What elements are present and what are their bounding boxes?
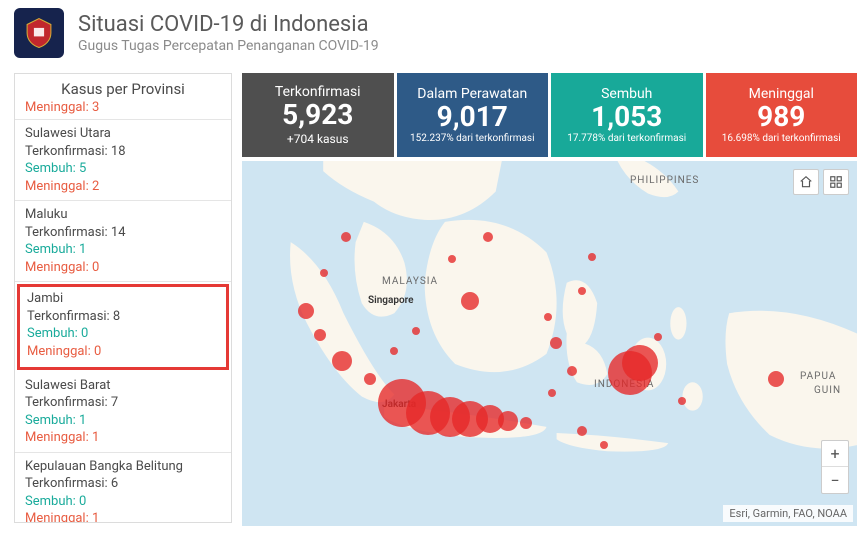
province-confirmed: Terkonfirmasi: 18 bbox=[25, 143, 221, 161]
case-bubble[interactable] bbox=[577, 426, 587, 436]
province-deceased: Meninggal: 0 bbox=[27, 343, 219, 361]
case-bubble[interactable] bbox=[608, 351, 652, 395]
province-recovered: Sembuh: 0 bbox=[27, 325, 219, 343]
case-bubble[interactable] bbox=[332, 351, 352, 371]
province-deceased: Meninggal: 2 bbox=[25, 178, 221, 196]
stat-sub: 17.778% dari terkonfirmasi bbox=[555, 133, 699, 144]
map-attribution: Esri, Garmin, FAO, NOAA bbox=[723, 505, 853, 522]
case-bubble[interactable] bbox=[544, 313, 552, 321]
stat-value: 9,017 bbox=[401, 102, 545, 131]
case-bubble[interactable] bbox=[341, 232, 351, 242]
province-recovered: Sembuh: 0 bbox=[25, 493, 221, 511]
stat-sub: 16.698% dari terkonfirmasi bbox=[710, 133, 854, 144]
province-item[interactable]: Kepulauan Bangka BelitungTerkonfirmasi: … bbox=[15, 453, 231, 523]
stat-value: 989 bbox=[710, 102, 854, 131]
case-bubble[interactable] bbox=[600, 441, 608, 449]
case-bubble[interactable] bbox=[298, 303, 314, 319]
case-bubble[interactable] bbox=[548, 389, 556, 397]
stat-card: Meninggal98916.698% dari terkonfirmasi bbox=[706, 73, 858, 157]
map-container[interactable]: MALAYSIASingaporePHILIPPINESJakartaINDON… bbox=[242, 161, 857, 526]
zoom-out-button[interactable]: − bbox=[822, 467, 848, 493]
province-name: Sulawesi Utara bbox=[25, 125, 221, 143]
map-label: PAPUA bbox=[800, 371, 836, 382]
case-bubble[interactable] bbox=[768, 371, 784, 387]
stat-value: 1,053 bbox=[555, 102, 699, 131]
case-bubble[interactable] bbox=[567, 366, 577, 376]
stat-sub: +704 kasus bbox=[246, 132, 390, 146]
case-bubble[interactable] bbox=[654, 333, 662, 341]
province-confirmed: Terkonfirmasi: 14 bbox=[25, 224, 221, 242]
sidebar-title: Kasus per Provinsi bbox=[15, 74, 231, 100]
province-confirmed: Terkonfirmasi: 7 bbox=[25, 394, 221, 412]
province-name: Jambi bbox=[27, 290, 219, 308]
stat-sub: 152.237% dari terkonfirmasi bbox=[401, 133, 545, 144]
province-item[interactable]: MalukuTerkonfirmasi: 14Sembuh: 1Meningga… bbox=[15, 201, 231, 282]
zoom-controls: + − bbox=[821, 440, 849, 494]
map-controls-top bbox=[793, 169, 849, 195]
map-label: PHILIPPINES bbox=[630, 175, 699, 186]
case-bubble[interactable] bbox=[314, 329, 326, 341]
case-bubble[interactable] bbox=[578, 287, 586, 295]
zoom-in-button[interactable]: + bbox=[822, 441, 848, 467]
province-deceased: Meninggal: 0 bbox=[25, 259, 221, 277]
stat-card: Dalam Perawatan9,017152.237% dari terkon… bbox=[397, 73, 549, 157]
case-bubble[interactable] bbox=[412, 327, 420, 335]
province-confirmed: Terkonfirmasi: 8 bbox=[27, 308, 219, 326]
page-header: Situasi COVID-19 di Indonesia Gugus Tuga… bbox=[0, 0, 865, 69]
case-bubble[interactable] bbox=[390, 347, 398, 355]
stat-card: Terkonfirmasi5,923+704 kasus bbox=[242, 73, 394, 157]
page-subtitle: Gugus Tugas Percepatan Penanganan COVID-… bbox=[78, 38, 379, 54]
province-item[interactable]: Sulawesi BaratTerkonfirmasi: 7Sembuh: 1M… bbox=[15, 372, 231, 453]
province-item[interactable]: JambiTerkonfirmasi: 8Sembuh: 0Meninggal:… bbox=[17, 284, 229, 369]
province-list[interactable]: Sulawesi UtaraTerkonfirmasi: 18Sembuh: 5… bbox=[15, 120, 231, 523]
map-label: GUIN bbox=[814, 385, 841, 396]
province-recovered: Sembuh: 5 bbox=[25, 160, 221, 178]
province-name: Sulawesi Barat bbox=[25, 377, 221, 395]
province-recovered: Sembuh: 1 bbox=[25, 412, 221, 430]
province-deceased: Meninggal: 1 bbox=[25, 429, 221, 447]
page-title: Situasi COVID-19 di Indonesia bbox=[78, 12, 379, 37]
province-sidebar: Kasus per Provinsi Meninggal: 3 Sulawesi… bbox=[14, 73, 232, 523]
map-label: MALAYSIA bbox=[382, 276, 438, 287]
case-bubble[interactable] bbox=[588, 253, 596, 261]
sidebar-partial-row: Meninggal: 3 bbox=[15, 100, 231, 120]
home-extent-button[interactable] bbox=[793, 169, 819, 195]
province-recovered: Sembuh: 1 bbox=[25, 241, 221, 259]
province-item[interactable]: Sulawesi UtaraTerkonfirmasi: 18Sembuh: 5… bbox=[15, 120, 231, 201]
case-bubble[interactable] bbox=[448, 255, 456, 263]
province-deceased: Meninggal: 1 bbox=[25, 510, 221, 523]
case-bubble[interactable] bbox=[520, 417, 532, 429]
stats-row: Terkonfirmasi5,923+704 kasusDalam Perawa… bbox=[242, 73, 857, 157]
stat-value: 5,923 bbox=[246, 100, 390, 129]
province-name: Maluku bbox=[25, 206, 221, 224]
case-bubble[interactable] bbox=[498, 411, 518, 431]
case-bubble[interactable] bbox=[678, 397, 686, 405]
province-confirmed: Terkonfirmasi: 6 bbox=[25, 475, 221, 493]
map-label: Singapore bbox=[368, 295, 414, 306]
case-bubble[interactable] bbox=[483, 232, 493, 242]
basemap-toggle-button[interactable] bbox=[823, 169, 849, 195]
case-bubble[interactable] bbox=[550, 337, 562, 349]
stat-card: Sembuh1,05317.778% dari terkonfirmasi bbox=[551, 73, 703, 157]
bnpb-logo bbox=[14, 8, 64, 58]
case-bubble[interactable] bbox=[364, 373, 376, 385]
province-name: Kepulauan Bangka Belitung bbox=[25, 458, 221, 476]
case-bubble[interactable] bbox=[320, 269, 328, 277]
case-bubble[interactable] bbox=[461, 292, 479, 310]
